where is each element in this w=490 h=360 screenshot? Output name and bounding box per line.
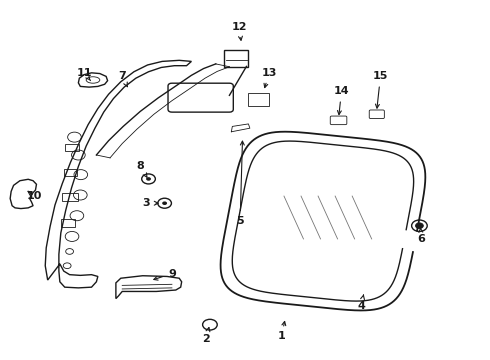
Circle shape bbox=[146, 177, 151, 181]
PathPatch shape bbox=[116, 276, 182, 298]
PathPatch shape bbox=[10, 179, 36, 208]
PathPatch shape bbox=[45, 60, 192, 288]
Text: 13: 13 bbox=[262, 68, 277, 87]
Text: 12: 12 bbox=[231, 22, 247, 40]
Text: 2: 2 bbox=[202, 328, 210, 344]
FancyBboxPatch shape bbox=[369, 110, 384, 118]
Text: 6: 6 bbox=[417, 228, 425, 244]
Text: 1: 1 bbox=[278, 321, 286, 342]
PathPatch shape bbox=[78, 73, 108, 87]
Text: 8: 8 bbox=[136, 161, 147, 177]
Text: 3: 3 bbox=[143, 198, 158, 208]
Text: 4: 4 bbox=[357, 295, 365, 311]
Circle shape bbox=[416, 223, 423, 229]
Bar bbox=[62, 193, 78, 202]
Text: 5: 5 bbox=[236, 141, 245, 226]
Text: 9: 9 bbox=[154, 269, 176, 280]
FancyBboxPatch shape bbox=[330, 116, 347, 125]
FancyBboxPatch shape bbox=[168, 83, 233, 112]
Text: 10: 10 bbox=[27, 191, 42, 201]
Text: 7: 7 bbox=[119, 71, 127, 87]
FancyBboxPatch shape bbox=[248, 93, 269, 106]
Bar bbox=[61, 219, 75, 227]
Text: 14: 14 bbox=[334, 86, 349, 114]
Text: 11: 11 bbox=[76, 68, 92, 81]
Bar bbox=[65, 144, 79, 152]
Text: 15: 15 bbox=[373, 71, 388, 108]
Circle shape bbox=[162, 202, 167, 205]
Bar bbox=[64, 168, 77, 176]
FancyBboxPatch shape bbox=[224, 50, 248, 67]
